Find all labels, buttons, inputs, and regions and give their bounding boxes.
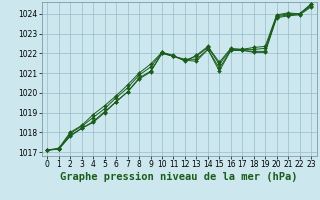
X-axis label: Graphe pression niveau de la mer (hPa): Graphe pression niveau de la mer (hPa) [60, 172, 298, 182]
